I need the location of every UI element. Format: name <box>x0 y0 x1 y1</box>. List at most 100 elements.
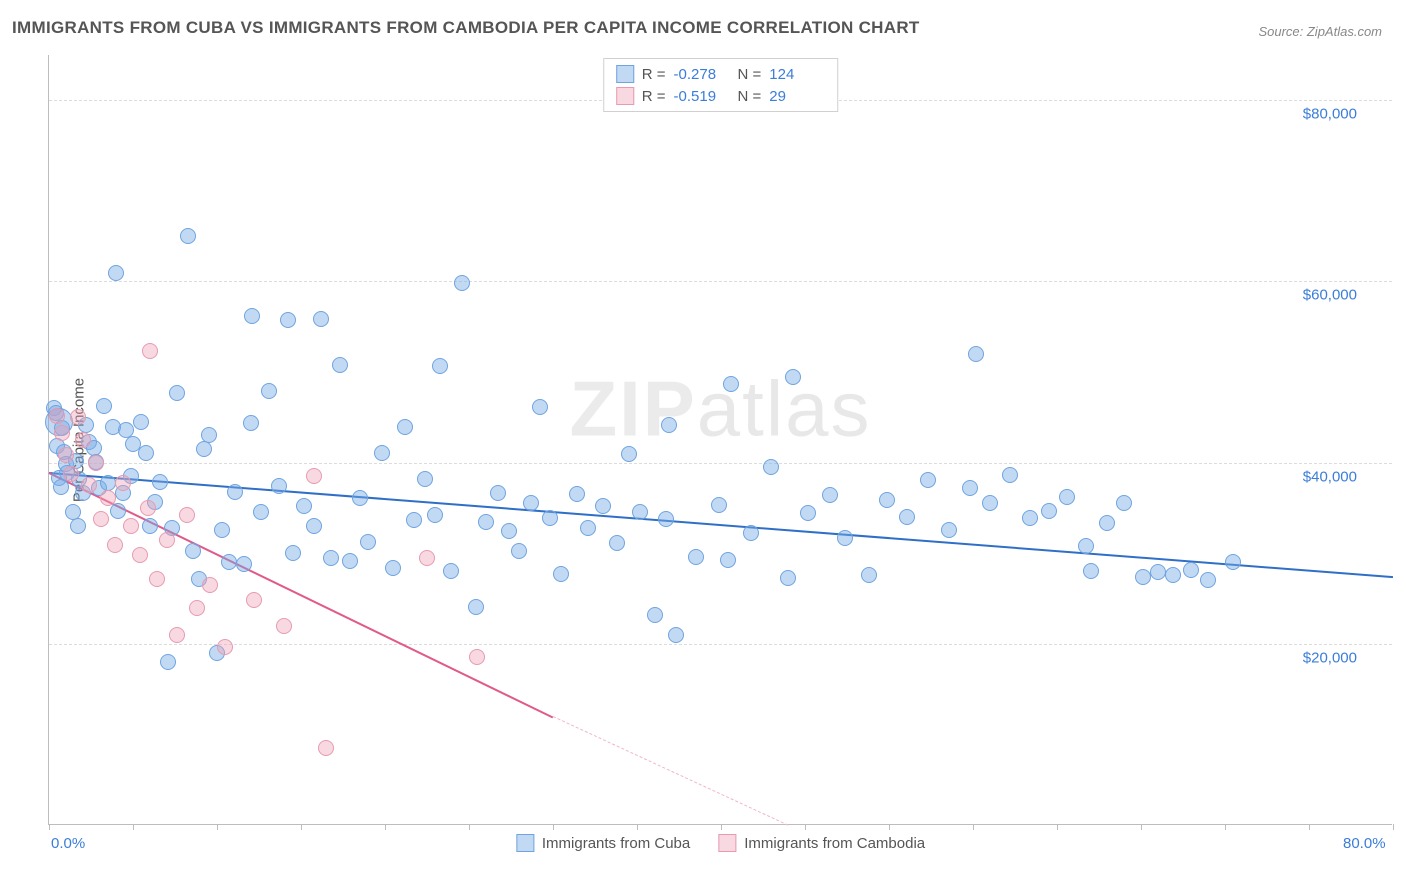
scatter-point-cuba <box>569 486 585 502</box>
scatter-point-cuba <box>899 509 915 525</box>
scatter-point-cuba <box>661 417 677 433</box>
scatter-point-cuba <box>490 485 506 501</box>
scatter-point-cuba <box>941 522 957 538</box>
scatter-point-cuba <box>169 385 185 401</box>
scatter-point-cambodia <box>149 571 165 587</box>
scatter-point-cuba <box>837 530 853 546</box>
gridline <box>49 644 1392 645</box>
scatter-point-cuba <box>688 549 704 565</box>
scatter-point-cuba <box>417 471 433 487</box>
scatter-point-cuba <box>647 607 663 623</box>
scatter-point-cuba <box>785 369 801 385</box>
scatter-point-cambodia <box>469 649 485 665</box>
scatter-point-cambodia <box>93 511 109 527</box>
scatter-point-cuba <box>780 570 796 586</box>
gridline <box>49 281 1392 282</box>
swatch-cambodia <box>616 87 634 105</box>
scatter-point-cuba <box>822 487 838 503</box>
x-tick <box>637 824 638 830</box>
scatter-point-cuba <box>1083 563 1099 579</box>
scatter-point-cambodia <box>123 518 139 534</box>
scatter-point-cuba <box>110 503 126 519</box>
scatter-point-cuba <box>406 512 422 528</box>
scatter-point-cuba <box>236 556 252 572</box>
series-legend: Immigrants from Cuba Immigrants from Cam… <box>516 834 925 852</box>
scatter-point-cuba <box>1183 562 1199 578</box>
scatter-point-cuba <box>609 535 625 551</box>
scatter-point-cuba <box>511 543 527 559</box>
scatter-point-cuba <box>1225 554 1241 570</box>
scatter-point-cuba <box>920 472 936 488</box>
x-tick <box>1309 824 1310 830</box>
scatter-point-cuba <box>397 419 413 435</box>
scatter-point-cuba <box>1165 567 1181 583</box>
scatter-point-cuba <box>1059 489 1075 505</box>
scatter-point-cuba <box>280 312 296 328</box>
scatter-point-cuba <box>271 478 287 494</box>
scatter-point-cuba <box>632 504 648 520</box>
x-tick <box>889 824 890 830</box>
scatter-point-cuba <box>385 560 401 576</box>
scatter-point-cuba <box>227 484 243 500</box>
scatter-point-cuba <box>1150 564 1166 580</box>
scatter-point-cuba <box>313 311 329 327</box>
scatter-point-cuba <box>261 383 277 399</box>
scatter-point-cambodia <box>115 475 131 491</box>
scatter-point-cuba <box>501 523 517 539</box>
scatter-point-cuba <box>1099 515 1115 531</box>
scatter-point-cuba <box>108 265 124 281</box>
scatter-point-cuba <box>532 399 548 415</box>
scatter-point-cuba <box>580 520 596 536</box>
y-tick-label: $60,000 <box>1303 287 1357 304</box>
scatter-point-cuba <box>180 228 196 244</box>
legend-row-cambodia: R = -0.519 N = 29 <box>612 85 830 107</box>
legend-row-cuba: R = -0.278 N = 124 <box>612 63 830 85</box>
legend-label-cambodia: Immigrants from Cambodia <box>744 835 925 852</box>
scatter-point-cambodia <box>107 537 123 553</box>
scatter-point-cuba <box>478 514 494 530</box>
scatter-point-cuba <box>720 552 736 568</box>
x-tick <box>973 824 974 830</box>
scatter-point-cuba <box>542 510 558 526</box>
x-tick <box>469 824 470 830</box>
scatter-point-cuba <box>70 518 86 534</box>
scatter-point-cambodia <box>63 466 79 482</box>
scatter-point-cambodia <box>58 447 74 463</box>
scatter-point-cuba <box>138 445 154 461</box>
scatter-point-cuba <box>432 358 448 374</box>
scatter-point-cuba <box>352 490 368 506</box>
n-value-cuba: 124 <box>769 66 825 83</box>
source-attribution: Source: ZipAtlas.com <box>1258 24 1382 39</box>
scatter-point-cuba <box>100 475 116 491</box>
scatter-point-cuba <box>185 543 201 559</box>
trend-line <box>553 716 789 826</box>
x-tick <box>217 824 218 830</box>
scatter-point-cuba <box>133 414 149 430</box>
scatter-point-cuba <box>1022 510 1038 526</box>
swatch-cuba <box>516 834 534 852</box>
scatter-point-cuba <box>1135 569 1151 585</box>
scatter-point-cambodia <box>49 408 65 424</box>
x-tick <box>133 824 134 830</box>
scatter-point-cuba <box>668 627 684 643</box>
scatter-point-cuba <box>879 492 895 508</box>
scatter-point-cambodia <box>54 425 70 441</box>
scatter-point-cambodia <box>169 627 185 643</box>
scatter-point-cuba <box>743 525 759 541</box>
scatter-point-cambodia <box>81 477 97 493</box>
scatter-point-cuba <box>160 654 176 670</box>
x-tick <box>1141 824 1142 830</box>
scatter-point-cuba <box>1200 572 1216 588</box>
r-value-cuba: -0.278 <box>674 66 730 83</box>
scatter-point-cuba <box>96 398 112 414</box>
scatter-point-cuba <box>253 504 269 520</box>
scatter-point-cuba <box>244 308 260 324</box>
scatter-point-cambodia <box>318 740 334 756</box>
scatter-point-cambodia <box>159 532 175 548</box>
scatter-point-cuba <box>201 427 217 443</box>
scatter-point-cuba <box>1116 495 1132 511</box>
scatter-point-cuba <box>621 446 637 462</box>
x-tick <box>1225 824 1226 830</box>
scatter-point-cuba <box>968 346 984 362</box>
scatter-point-cuba <box>285 545 301 561</box>
